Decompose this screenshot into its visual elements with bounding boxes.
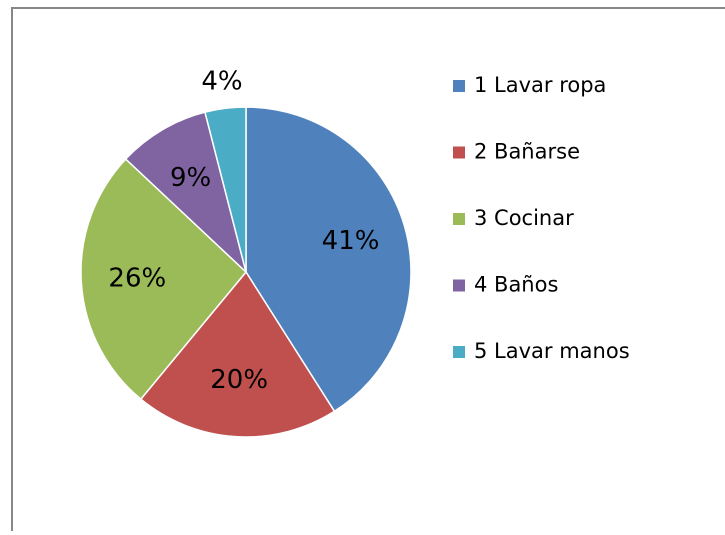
data-label: 9% xyxy=(170,163,211,193)
data-label: 4% xyxy=(201,67,242,97)
legend-swatch xyxy=(453,346,465,358)
pie-slice xyxy=(80,157,248,401)
legend-swatch xyxy=(453,146,465,159)
data-label: 41% xyxy=(322,226,380,256)
legend-label: 2 Bañarse xyxy=(474,140,580,164)
legend-label: 3 Cocinar xyxy=(474,206,574,230)
pie-slice xyxy=(245,106,412,413)
data-label: 20% xyxy=(210,365,268,395)
legend-swatch xyxy=(453,279,465,292)
pie-slice xyxy=(204,106,247,273)
pie-slice xyxy=(139,270,336,438)
legend-swatch xyxy=(453,213,465,225)
legend-swatch xyxy=(453,80,465,92)
pie-slice xyxy=(124,111,248,275)
legend-label: 1 Lavar ropa xyxy=(474,73,606,97)
legend-label: 5 Lavar manos xyxy=(474,339,630,363)
legend-label: 4 Baños xyxy=(474,273,558,297)
data-label: 26% xyxy=(108,263,166,293)
